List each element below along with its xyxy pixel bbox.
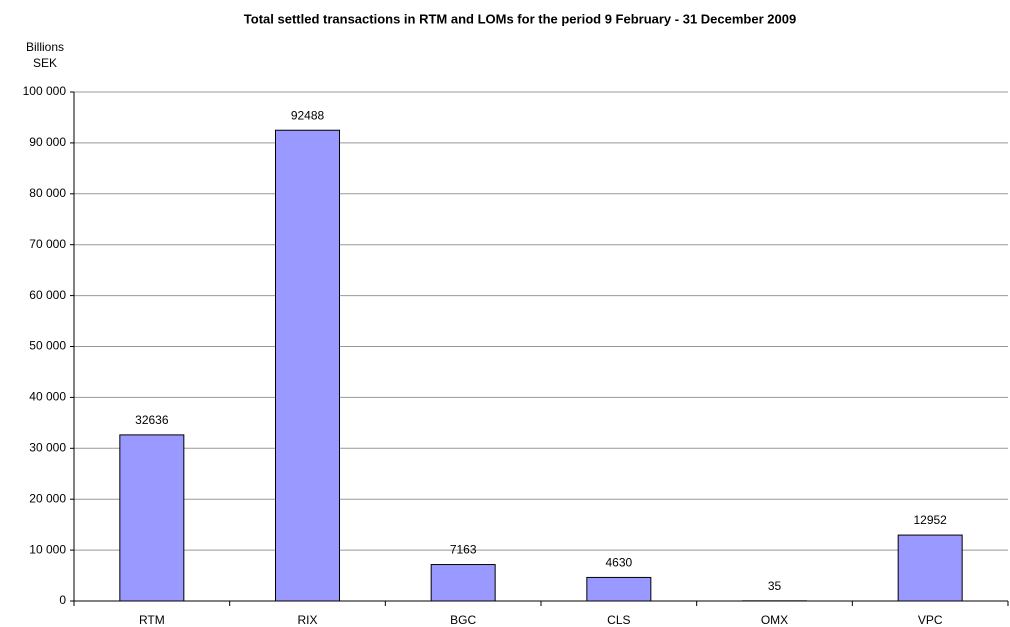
x-tick-label: OMX	[761, 613, 788, 627]
y-tick-label: 50 000	[29, 339, 66, 353]
data-label: 92488	[291, 108, 325, 122]
y-tick-label: 80 000	[29, 186, 66, 200]
bar	[119, 434, 185, 602]
data-label: 4630	[605, 556, 632, 570]
bar	[430, 564, 496, 602]
y-tick-label: 60 000	[29, 288, 66, 302]
data-label: 12952	[913, 513, 947, 527]
data-label: 35	[768, 579, 782, 593]
y-tick-label: 90 000	[29, 135, 66, 149]
chart-title: Total settled transactions in RTM and LO…	[244, 11, 796, 26]
y-axis-label: Billions	[26, 40, 64, 54]
bar	[586, 576, 652, 602]
y-tick-label: 20 000	[29, 491, 66, 505]
x-tick-label: RIX	[297, 613, 317, 627]
y-axis-label: SEK	[33, 56, 57, 70]
y-tick-label: 70 000	[29, 237, 66, 251]
x-tick-label: VPC	[918, 613, 943, 627]
y-tick-label: 100 000	[23, 84, 67, 98]
bar	[897, 534, 963, 602]
y-tick-label: 10 000	[29, 542, 66, 556]
x-tick-label: BGC	[450, 613, 476, 627]
data-label: 32636	[135, 413, 169, 427]
y-tick-label: 0	[59, 593, 66, 607]
bar	[275, 129, 340, 602]
y-tick-label: 40 000	[29, 390, 66, 404]
x-tick-label: RTM	[139, 613, 165, 627]
y-tick-label: 30 000	[29, 440, 66, 454]
x-tick-label: CLS	[607, 613, 630, 627]
data-label: 7163	[450, 543, 477, 557]
